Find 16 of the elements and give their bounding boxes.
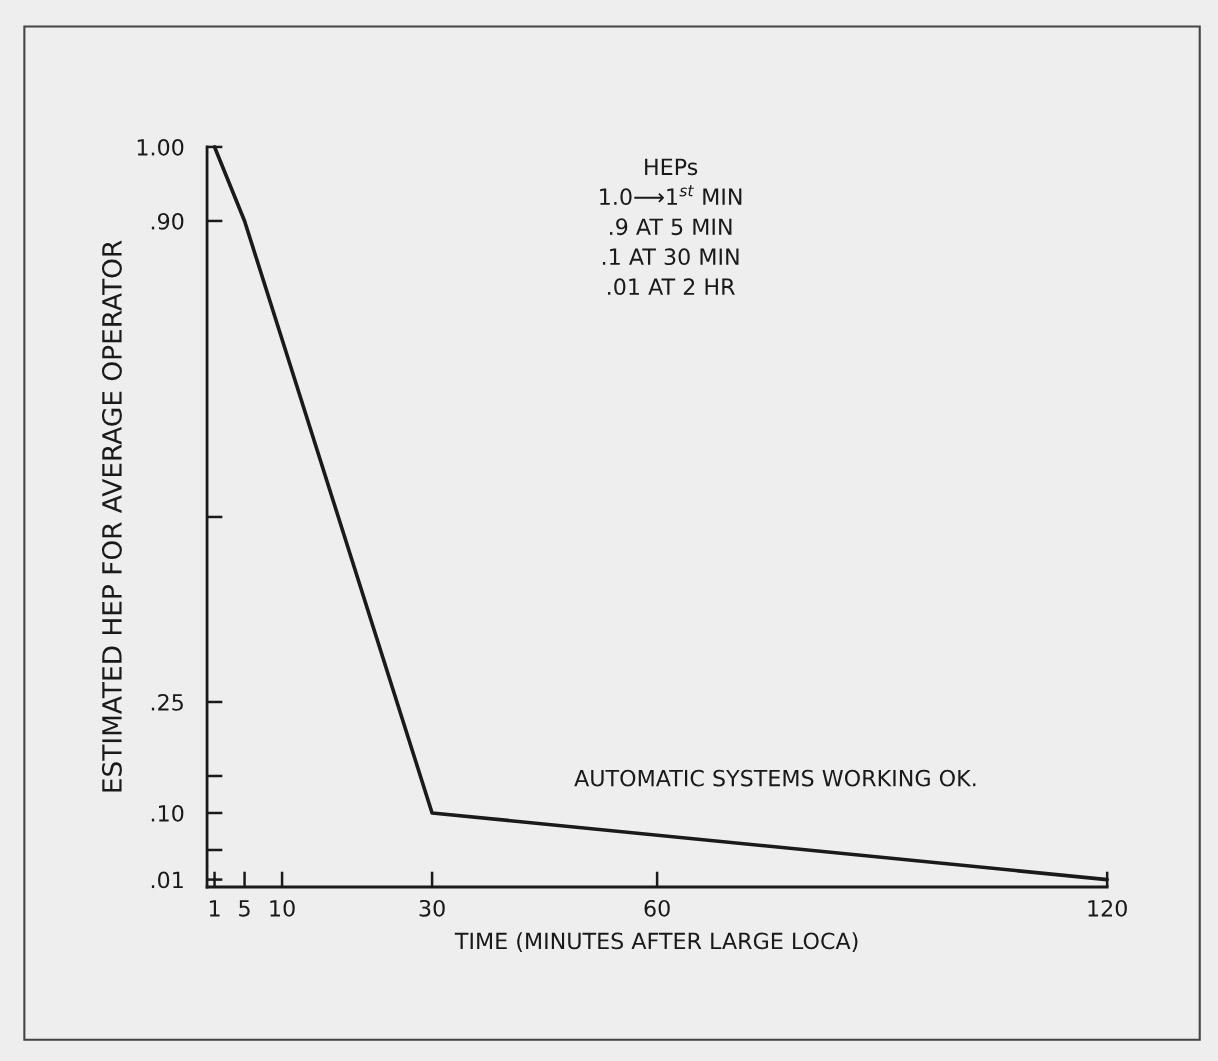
annotation: AUTOMATIC SYSTEMS WORKING OK. <box>574 769 976 787</box>
x-tick-label: 120 <box>1088 899 1127 917</box>
x-tick-label: 10 <box>270 899 295 917</box>
y-axis-title: ESTIMATED HEP FOR AVERAGE OPERATOR <box>101 240 122 792</box>
line-series <box>212 145 1109 882</box>
y-tick-label: 1.00 <box>137 138 184 156</box>
x-axis-title: TIME (MINUTES AFTER LARGE LOCA) <box>454 932 858 952</box>
annotation: HEPs 1.0⟶1$^{st}$ MIN .9 AT 5 MIN .1 AT 30 MIN .01 AT 2 HR <box>600 158 742 296</box>
y-tick-label: .01 <box>151 871 183 889</box>
y-tick-label: .25 <box>151 693 183 711</box>
x-tick-label: 1 <box>209 900 220 917</box>
x-tick-label: 5 <box>239 900 250 917</box>
x-tick-label: 30 <box>419 899 445 917</box>
y-tick-label: .10 <box>151 804 184 822</box>
y-tick-label: .90 <box>151 212 184 230</box>
x-tick-label: 60 <box>644 899 670 917</box>
